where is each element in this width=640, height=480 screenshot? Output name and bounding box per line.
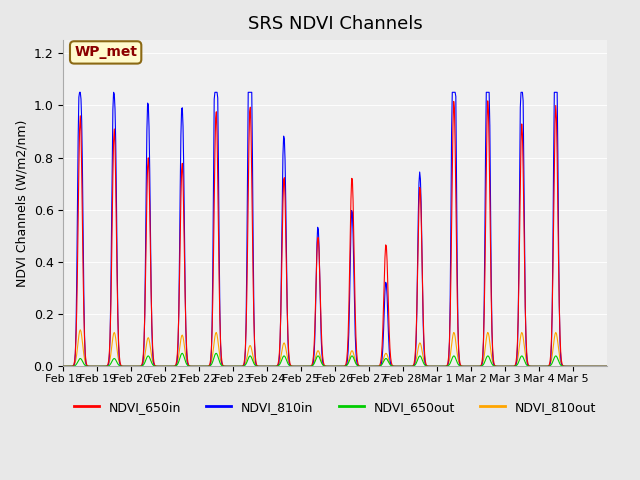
Legend: NDVI_650in, NDVI_810in, NDVI_650out, NDVI_810out: NDVI_650in, NDVI_810in, NDVI_650out, NDV… <box>68 396 601 419</box>
Y-axis label: NDVI Channels (W/m2/nm): NDVI Channels (W/m2/nm) <box>15 120 28 287</box>
Text: WP_met: WP_met <box>74 46 137 60</box>
Title: SRS NDVI Channels: SRS NDVI Channels <box>248 15 422 33</box>
